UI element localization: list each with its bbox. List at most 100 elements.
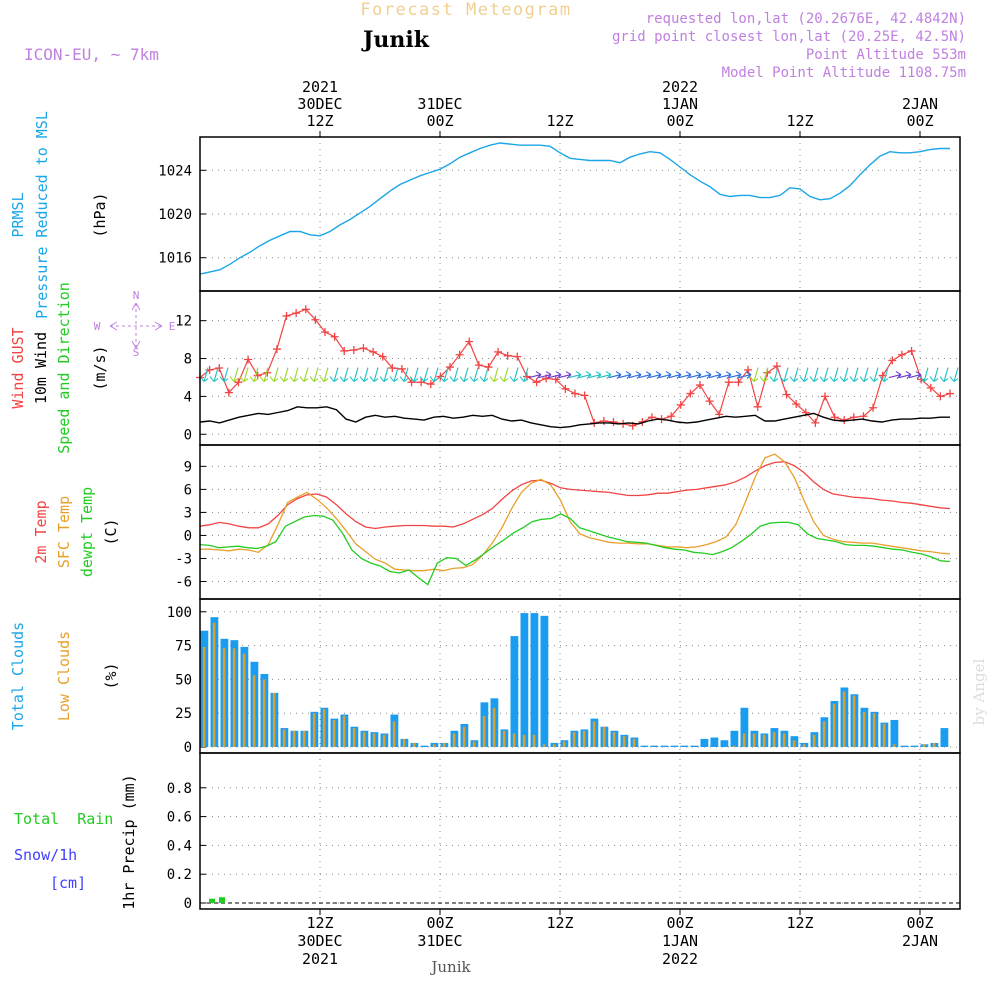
low-cloud-bar: [292, 730, 296, 747]
low-cloud-bar: [342, 715, 346, 747]
low-cloud-bar: [882, 724, 886, 747]
wind-direction-arrow: [409, 367, 419, 383]
temp-unit: (C): [102, 518, 120, 545]
wind-direction-arrow: [908, 371, 922, 379]
low-cloud-bar: [742, 733, 746, 747]
gust-marker: [397, 364, 406, 373]
product-title: Forecast Meteogram: [360, 0, 571, 20]
y-tick-label: 1016: [158, 251, 192, 267]
temp2m-line: [199, 461, 951, 530]
gust-marker: [378, 352, 387, 361]
low-cloud-bar: [512, 733, 516, 747]
gust-marker: [551, 375, 560, 384]
pressure-label-2: Pressure Reduced to MSL: [33, 111, 51, 319]
low-cloud-bar: [562, 741, 566, 747]
low-cloud-bar: [412, 742, 416, 747]
wind-direction-arrow: [829, 367, 839, 383]
sfc-temp-line: [200, 453, 951, 572]
low-cloud-bar: [322, 709, 326, 747]
panel-frame: [199, 752, 961, 910]
plot-layer: 1016 1020 1024 0 4 8 12 -6 -3 0 3 6 9 0 25 50 75 100 0 0.2 0…: [158, 78, 961, 968]
low-cloud-bar: [372, 733, 376, 747]
wind-direction-arrow: [779, 367, 789, 383]
low-cloud-bar: [842, 691, 846, 747]
low-cloud-bar: [822, 721, 826, 747]
low-cloud-bar: [352, 728, 356, 747]
low-cloud-bar: [362, 732, 366, 747]
precip-unit: 1hr Precip (mm): [120, 774, 138, 909]
low-cloud-bar: [262, 679, 266, 747]
wind-direction-arrow: [618, 371, 632, 379]
total-cloud-bar: [740, 707, 749, 747]
wind-direction-arrow: [869, 367, 879, 383]
low-cloud-bar: [452, 733, 456, 747]
wind-direction-arrow: [708, 371, 722, 379]
gust-marker: [407, 378, 416, 387]
wind-direction-arrow: [369, 367, 379, 383]
wind-labels: Wind GUST 10m Wind Speed and Direction (…: [9, 282, 109, 454]
gust-marker: [494, 347, 503, 356]
wind-direction-arrow: [749, 367, 759, 383]
compass-e: E: [169, 320, 176, 333]
gust-marker: [426, 380, 435, 389]
y-tick-label: 75: [175, 639, 192, 655]
gridpoint-coords: grid point closest lon,lat (20.25E, 42.5…: [612, 29, 966, 45]
gust-marker: [667, 412, 676, 421]
wind-direction-arrow: [359, 367, 369, 383]
precip-label-rain: Total Rain: [14, 810, 113, 828]
bottom-time-label: 12Z: [546, 914, 573, 932]
wind-direction-arrow: [209, 367, 219, 383]
low-cloud-bar: [802, 744, 806, 747]
wind-direction-arrow: [489, 367, 499, 383]
low-cloud-bar: [532, 734, 536, 747]
y-tick-label: 100: [167, 605, 192, 621]
wind-direction-arrow: [809, 367, 819, 383]
gust-marker: [301, 305, 310, 314]
gust-marker: [417, 378, 426, 387]
low-cloud-bar: [272, 692, 276, 747]
bottom-time-label: 12Z: [786, 914, 813, 932]
gust-marker: [676, 400, 685, 409]
wind-direction-arrow: [738, 371, 752, 379]
gust-marker: [474, 361, 483, 370]
wind-direction-arrow: [499, 367, 509, 383]
top-time-label: 12Z: [306, 112, 333, 130]
top-time-label: 2JAN: [902, 95, 938, 113]
wind-direction-arrow: [419, 367, 429, 383]
cloud-label-total: Total Clouds: [9, 622, 27, 730]
gust-marker: [292, 309, 301, 318]
wind-direction-arrow: [509, 367, 519, 383]
gust-marker: [907, 346, 916, 355]
total-cloud-bar: [670, 745, 679, 747]
low-cloud-bar: [632, 738, 636, 747]
gust-marker: [753, 402, 762, 411]
wind-direction-arrow: [429, 367, 439, 383]
gust-marker: [792, 399, 801, 408]
total-cloud-bar: [650, 745, 659, 747]
gust-marker: [811, 418, 820, 427]
low-cloud-bar: [392, 721, 396, 747]
gust-marker: [330, 332, 339, 341]
temp-labels: 2m Temp SFC Temp dewpt Temp (C): [32, 487, 120, 577]
wind-direction-arrow: [548, 371, 562, 379]
wind-direction-arrow: [449, 367, 459, 383]
wind-direction-arrow: [379, 367, 389, 383]
precip-labels: Total Rain Snow/1h [cm] 1hr Precip (mm): [14, 774, 138, 909]
bottom-time-label: 31DEC: [417, 932, 462, 950]
precip-label-cm: [cm]: [50, 874, 86, 892]
gust-marker: [724, 378, 733, 387]
wind-direction-arrow: [769, 367, 779, 383]
wind-direction-arrow: [668, 371, 682, 379]
y-tick-label: 3: [184, 505, 192, 521]
low-cloud-bar: [732, 745, 736, 747]
wind-direction-arrow: [389, 367, 399, 383]
gust-marker: [946, 389, 954, 398]
y-tick-label: 25: [175, 706, 192, 722]
y-tick-label: 8: [184, 352, 192, 368]
wind-label-10m: 10m Wind: [32, 332, 50, 404]
low-cloud-bar: [472, 741, 476, 747]
wind-direction-arrow: [859, 367, 869, 383]
compass-s: S: [133, 346, 140, 359]
wind-direction-arrow: [658, 371, 672, 379]
gust-marker: [686, 389, 695, 398]
